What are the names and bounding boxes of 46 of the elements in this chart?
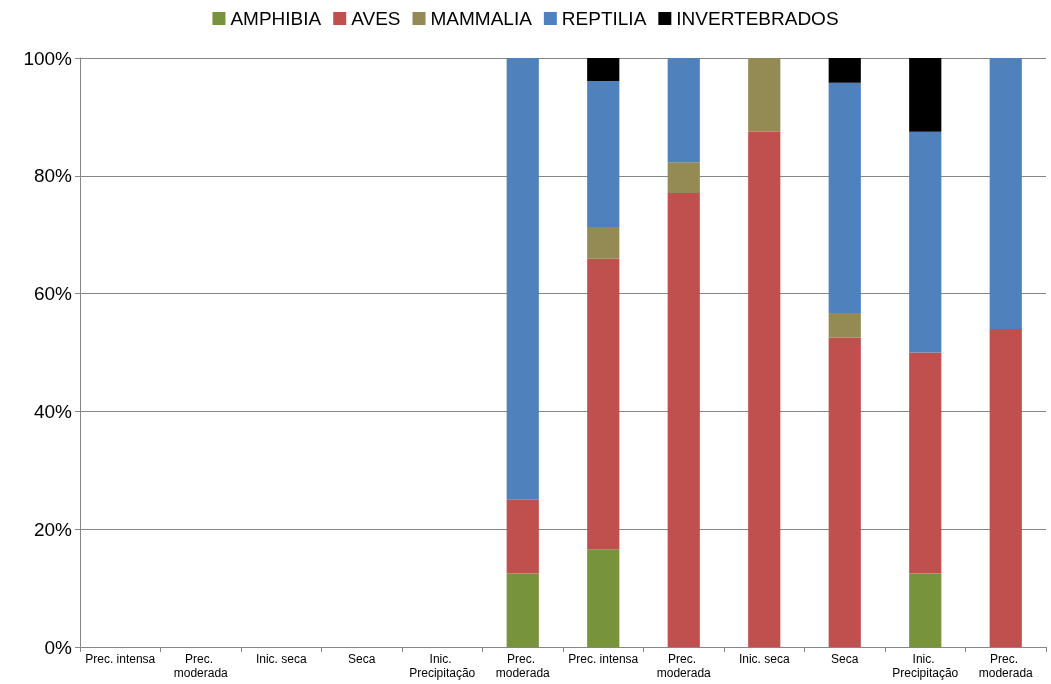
bar [909,352,942,574]
y-tick-label: 80% [33,165,73,187]
y-tick-label: 40% [33,400,73,422]
x-tick-label: Prec. moderada [656,652,712,680]
bar [989,328,1022,647]
bar [828,313,861,338]
bar [989,58,1022,329]
bar [667,192,700,647]
bar [587,258,620,550]
bar [828,82,861,314]
x-tick-label: Inic. Precipitação [409,652,476,680]
bar [587,80,620,228]
bar [909,131,942,353]
bar [506,499,539,574]
x-tick-label: Prec. intensa [568,652,639,666]
bar [587,58,620,81]
y-tick-label: 20% [33,518,73,540]
legend-label: INVERTEBRADOS [676,8,839,29]
bar [667,58,700,163]
legend-label: REPTILIA [561,8,647,29]
x-tick-label: Prec. moderada [978,652,1034,680]
legend-label: MAMMALIA [430,8,533,29]
bar [828,337,861,647]
bar [667,162,700,193]
legend-label: AVES [351,8,401,29]
bar [587,549,620,647]
bar [587,227,620,259]
y-tick-label: 0% [44,636,73,658]
bar [909,58,942,132]
x-tick-label: Inic. Precipitação [892,652,959,680]
y-tick-label: 60% [33,283,73,305]
x-tick-label: Seca [831,652,859,666]
bar [828,58,861,83]
y-tick-label: 100% [23,47,73,69]
bar [506,58,539,500]
x-tick-label: Prec. moderada [173,652,229,680]
bar [748,131,781,647]
x-tick-label: Seca [348,652,376,666]
legend-label: AMPHIBIA [230,8,322,29]
bar [506,573,539,647]
bar [748,58,781,132]
x-tick-label: Inic. seca [255,652,307,666]
x-tick-label: Prec. intensa [85,652,156,666]
x-tick-label: Prec. moderada [495,652,551,680]
bar [909,573,942,647]
x-tick-label: Inic. seca [738,652,790,666]
